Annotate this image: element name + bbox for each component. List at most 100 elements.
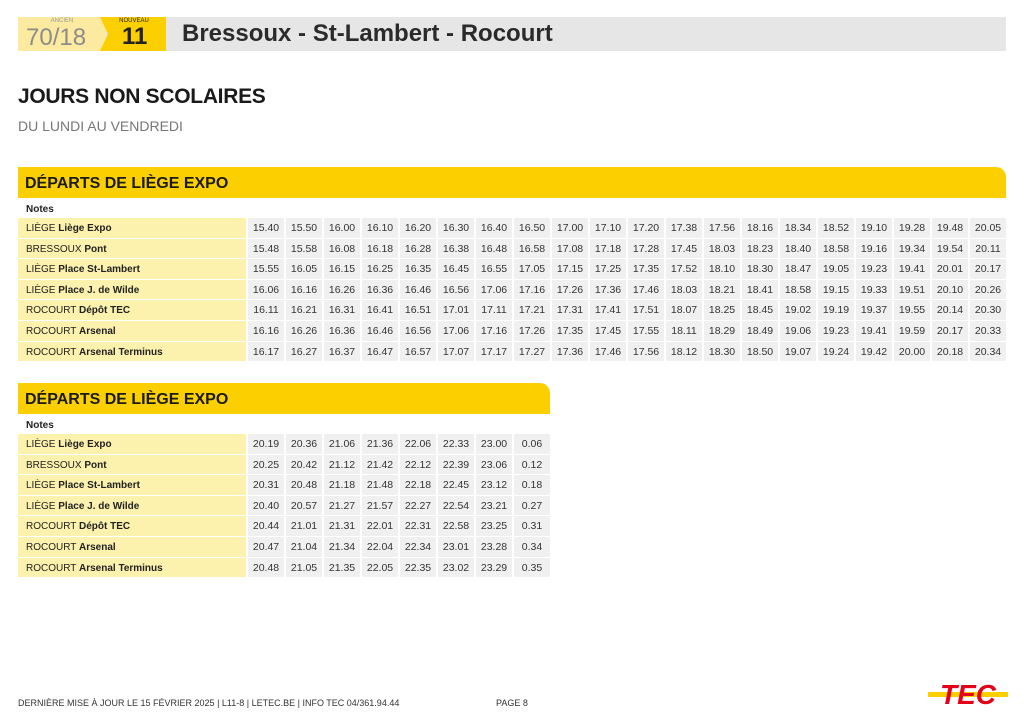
departure-time: 19.54 bbox=[930, 238, 968, 260]
route-title: Bressoux - St-Lambert - Rocourt bbox=[182, 20, 553, 47]
departure-time: 22.01 bbox=[360, 516, 398, 537]
departure-time: 22.54 bbox=[436, 495, 474, 517]
departure-time: 20.14 bbox=[930, 300, 968, 321]
departure-time: 20.33 bbox=[968, 320, 1006, 342]
departure-time: 17.17 bbox=[474, 341, 512, 363]
departure-time: 20.42 bbox=[284, 454, 322, 476]
departure-time: 16.17 bbox=[246, 341, 284, 363]
departure-time: 20.01 bbox=[930, 259, 968, 280]
table-row: LIÈGE Place J. de Wilde 20.40 20.57 21.27 21… bbox=[18, 495, 550, 517]
departure-time: 18.47 bbox=[778, 259, 816, 280]
stop-town: LIÈGE bbox=[26, 439, 56, 450]
departure-time: 17.06 bbox=[474, 279, 512, 301]
departure-time: 16.31 bbox=[322, 300, 360, 321]
departure-time: 16.27 bbox=[284, 341, 322, 363]
table-row: ROCOURT Arsenal Terminus 20.48 21.05 21.35 2… bbox=[18, 557, 550, 579]
departure-time: 16.58 bbox=[512, 238, 550, 260]
departure-time: 22.06 bbox=[398, 434, 436, 455]
departure-time: 16.15 bbox=[322, 259, 360, 280]
departure-time: 19.37 bbox=[854, 300, 892, 321]
departure-time: 23.21 bbox=[474, 495, 512, 517]
old-line-number: 70/18 bbox=[26, 24, 87, 51]
stop-name: BRESSOUX Pont bbox=[18, 238, 246, 260]
stop-name: ROCOURT Arsenal bbox=[18, 536, 246, 558]
stop-label: Arsenal Terminus bbox=[78, 346, 163, 358]
timetable-header: DÉPARTS DE LIÈGE EXPO bbox=[18, 167, 1006, 198]
departure-time: 17.11 bbox=[474, 300, 512, 321]
departure-time: 17.25 bbox=[588, 259, 626, 280]
departure-time: 18.07 bbox=[664, 300, 702, 321]
departure-time: 16.08 bbox=[322, 238, 360, 260]
departure-time: 16.45 bbox=[436, 259, 474, 280]
table-row: ROCOURT Dépôt TEC 20.44 21.01 21.31 22.01 22.… bbox=[18, 516, 550, 537]
page-number: PAGE 8 bbox=[496, 698, 528, 708]
departure-time: 19.48 bbox=[930, 218, 968, 239]
stop-label: Place St-Lambert bbox=[58, 264, 140, 276]
departure-time: 23.02 bbox=[436, 557, 474, 579]
departure-time: 17.18 bbox=[588, 238, 626, 260]
departure-time: 17.31 bbox=[550, 300, 588, 321]
departure-time: 18.45 bbox=[740, 300, 778, 321]
departure-time: 22.34 bbox=[398, 536, 436, 558]
departure-time: 0.34 bbox=[512, 536, 550, 558]
departure-time: 17.27 bbox=[512, 341, 550, 363]
departure-time: 17.45 bbox=[588, 320, 626, 342]
departure-time: 16.40 bbox=[474, 218, 512, 239]
stop-town: ROCOURT bbox=[26, 541, 77, 553]
departure-time: 16.55 bbox=[474, 259, 512, 280]
departure-time: 16.36 bbox=[360, 279, 398, 301]
departure-time: 20.31 bbox=[246, 475, 284, 496]
departure-time: 18.41 bbox=[740, 279, 778, 301]
stop-name: BRESSOUX Pont bbox=[18, 454, 246, 476]
stop-name: LIÈGE Liège Expo bbox=[18, 434, 246, 455]
departure-time: 16.38 bbox=[436, 238, 474, 260]
departure-time: 23.28 bbox=[474, 536, 512, 558]
departure-time: 16.11 bbox=[246, 300, 284, 321]
departure-time: 22.35 bbox=[398, 557, 436, 579]
departure-time: 16.36 bbox=[322, 320, 360, 342]
stop-town: BRESSOUX bbox=[26, 243, 82, 255]
departure-time: 22.33 bbox=[436, 434, 474, 455]
departure-time: 15.48 bbox=[246, 238, 284, 260]
departure-time: 0.12 bbox=[512, 454, 550, 476]
departure-time: 22.04 bbox=[360, 536, 398, 558]
departure-time: 17.16 bbox=[512, 279, 550, 301]
table-row: BRESSOUX Pont 20.25 20.42 21.12 21.42 22.12 22… bbox=[18, 454, 550, 476]
header-bar bbox=[18, 17, 1006, 51]
stop-town: BRESSOUX bbox=[26, 459, 82, 471]
departure-time: 21.12 bbox=[322, 454, 360, 476]
departure-time: 18.58 bbox=[816, 238, 854, 260]
departure-time: 20.36 bbox=[284, 434, 322, 455]
stop-name: LIÈGE Place St-Lambert bbox=[18, 259, 246, 280]
stop-name: ROCOURT Arsenal Terminus bbox=[18, 341, 246, 363]
stop-town: ROCOURT bbox=[26, 346, 77, 358]
departure-time: 18.50 bbox=[740, 341, 778, 363]
departure-time: 18.10 bbox=[702, 259, 740, 280]
departure-time: 19.41 bbox=[892, 259, 930, 280]
departure-time: 20.57 bbox=[284, 495, 322, 517]
departure-time: 21.31 bbox=[322, 516, 360, 537]
departure-time: 15.55 bbox=[246, 259, 284, 280]
departure-time: 22.05 bbox=[360, 557, 398, 579]
departure-time: 21.34 bbox=[322, 536, 360, 558]
departure-time: 19.33 bbox=[854, 279, 892, 301]
departure-time: 17.46 bbox=[588, 341, 626, 363]
departure-time: 16.20 bbox=[398, 218, 436, 239]
departure-time: 21.36 bbox=[360, 434, 398, 455]
departure-time: 17.06 bbox=[436, 320, 474, 342]
departure-time: 16.37 bbox=[322, 341, 360, 363]
departure-time: 19.51 bbox=[892, 279, 930, 301]
stop-town: LIÈGE bbox=[26, 223, 56, 234]
departure-time: 17.00 bbox=[550, 218, 588, 239]
departure-time: 17.05 bbox=[512, 259, 550, 280]
departure-time: 16.28 bbox=[398, 238, 436, 260]
departure-time: 18.34 bbox=[778, 218, 816, 239]
table-row: ROCOURT Arsenal 16.16 16.26 16.36 16.46 16.56… bbox=[18, 320, 1006, 342]
departure-time: 19.05 bbox=[816, 259, 854, 280]
stop-name: ROCOURT Arsenal Terminus bbox=[18, 557, 246, 579]
departure-time: 18.58 bbox=[778, 279, 816, 301]
departure-time: 18.40 bbox=[778, 238, 816, 260]
timetable-1: DÉPARTS DE LIÈGE EXPO Notes LIÈGE Liège … bbox=[18, 167, 1006, 363]
departure-time: 20.25 bbox=[246, 454, 284, 476]
table-row: ROCOURT Arsenal 20.47 21.04 21.34 22.04 22.34… bbox=[18, 536, 550, 558]
